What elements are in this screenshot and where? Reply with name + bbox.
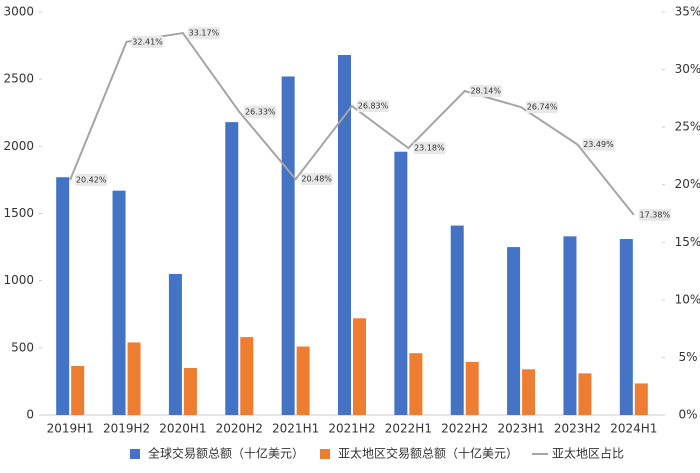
x-tick-label: 2023H1	[497, 422, 544, 436]
x-tick-label: 2020H2	[216, 422, 263, 436]
data-label-text: 32.41%	[132, 37, 163, 46]
bar	[281, 76, 295, 415]
data-label-bg	[187, 27, 220, 40]
x-tick-label: 2021H1	[272, 422, 319, 436]
data-label-bg	[75, 173, 108, 186]
y2-tick-label: 30%	[675, 62, 700, 76]
bar	[225, 122, 239, 416]
x-tick-label: 2022H2	[441, 422, 488, 436]
bar	[168, 273, 182, 415]
bar	[563, 236, 577, 415]
bar	[353, 318, 366, 415]
data-label: 26.33%	[244, 105, 277, 118]
data-label-bg	[526, 101, 559, 114]
data-label: 23.18%	[413, 142, 446, 155]
data-label-bg	[244, 105, 277, 118]
x-tick-label: 2019H1	[47, 422, 94, 436]
y-tick-label: 2500	[3, 72, 34, 86]
data-label-text: 33.17%	[189, 29, 220, 38]
y2-tick-label: 25%	[675, 120, 700, 134]
line	[69, 31, 635, 216]
data-label: 32.41%	[131, 35, 164, 48]
data-label-text: 17.38%	[640, 210, 671, 219]
x-tick-label: 2019H2	[103, 422, 150, 436]
bar	[394, 151, 408, 415]
data-label: 33.17%	[187, 27, 220, 40]
bar	[112, 190, 126, 415]
y-tick-label: 2000	[3, 139, 34, 153]
data-label: 26.74%	[526, 101, 559, 114]
legend-label: 亚太地区交易额总额（十亿美元）	[338, 446, 518, 461]
bar	[450, 225, 464, 415]
data-label-text: 26.74%	[527, 103, 558, 112]
y2-tick-label: 10%	[675, 292, 700, 306]
data-label: 20.42%	[75, 173, 108, 186]
x-tick-label: 2024H1	[610, 422, 657, 436]
data-label-bg	[357, 100, 389, 113]
bar	[338, 54, 351, 416]
y-tick-label: 3000	[3, 5, 34, 19]
data-label: 17.38%	[638, 208, 671, 221]
legend-label: 全球交易额总额（十亿美元）	[148, 446, 304, 461]
data-label: 28.14%	[469, 84, 502, 97]
bar	[465, 361, 479, 415]
bar	[127, 342, 141, 415]
y-tick-label: 0	[26, 408, 34, 422]
data-label-bg	[638, 208, 671, 221]
y2-tick-label: 5%	[678, 350, 697, 364]
bar	[634, 383, 648, 415]
data-label-text: 23.18%	[414, 144, 445, 153]
data-label-bg	[582, 138, 615, 151]
data-label-text: 23.49%	[583, 140, 614, 149]
data-label-bg	[469, 84, 502, 97]
y2-tick-label: 35%	[675, 5, 700, 19]
bar	[56, 177, 70, 415]
y2-tick-label: 20%	[675, 177, 700, 191]
bar	[619, 239, 633, 415]
data-label: 26.83%	[357, 100, 389, 113]
data-label-bg	[131, 35, 164, 48]
bar	[71, 365, 85, 415]
bar	[183, 367, 197, 415]
data-label-bg	[300, 173, 333, 186]
y2-tick-label: 15%	[675, 235, 700, 249]
bar	[240, 337, 254, 415]
data-label: 23.49%	[582, 138, 615, 151]
y-tick-label: 1000	[3, 273, 34, 287]
legend-label: 亚太地区占比	[552, 446, 624, 461]
y2-tick-label: 0%	[678, 408, 697, 422]
x-tick-label: 2022H1	[385, 422, 432, 436]
bar	[507, 247, 521, 415]
data-label: 20.48%	[300, 173, 333, 186]
bar	[409, 353, 423, 415]
y-tick-label: 500	[11, 340, 34, 354]
x-tick-label: 2020H1	[159, 422, 206, 436]
y-tick-label: 1500	[3, 206, 34, 220]
bar	[522, 369, 536, 415]
legend-swatch	[320, 449, 331, 459]
data-label-bg	[413, 142, 446, 155]
bar	[578, 373, 592, 415]
bar	[296, 346, 310, 415]
legend-swatch	[130, 449, 140, 459]
x-tick-label: 2023H2	[554, 422, 601, 436]
data-label-text: 26.33%	[245, 107, 276, 116]
x-tick-label: 2021H2	[328, 422, 375, 436]
data-label-text: 28.14%	[470, 86, 501, 95]
data-label-text: 20.48%	[301, 175, 332, 184]
data-label-text: 26.83%	[358, 102, 389, 111]
data-label-text: 20.42%	[76, 175, 107, 184]
